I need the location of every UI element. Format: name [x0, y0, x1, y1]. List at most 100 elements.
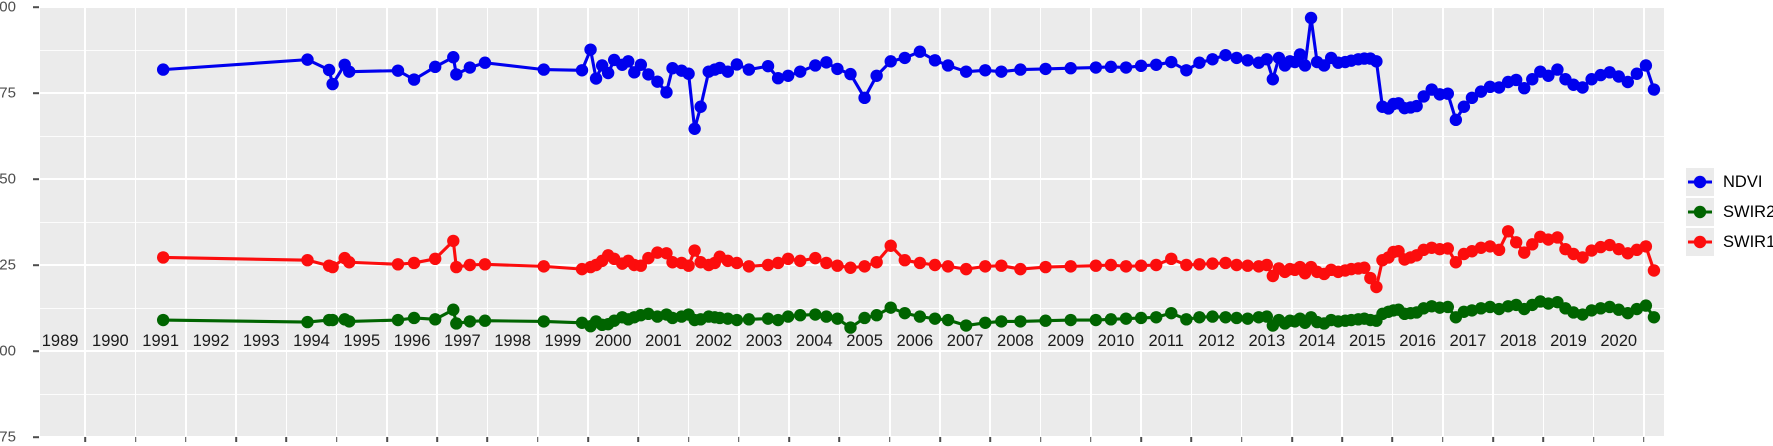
data-point [343, 256, 356, 269]
data-point [1647, 311, 1661, 324]
data-point [1370, 55, 1383, 68]
x-axis-tick-mark [788, 437, 790, 442]
gridline-vertical-major [486, 7, 489, 437]
data-point [730, 58, 744, 71]
gridline-vertical-major [738, 7, 740, 437]
data-point [1119, 312, 1133, 325]
x-axis-tick-mark [687, 437, 690, 442]
data-point [1449, 256, 1463, 269]
data-point [301, 253, 314, 267]
series-swir2 [156, 295, 1661, 334]
x-axis-tick-mark [1492, 437, 1494, 442]
data-point [771, 72, 785, 85]
gridline-vertical-major [1140, 7, 1142, 437]
x-axis-tick-mark [637, 437, 640, 442]
data-point [428, 313, 442, 326]
data-point [898, 306, 911, 320]
data-point [447, 234, 460, 248]
gridline-vertical-major [1039, 7, 1042, 437]
data-point [463, 315, 477, 328]
gridline-vertical-major [1391, 7, 1394, 437]
x-axis-tick-label: 2008 [997, 332, 1034, 350]
data-point [391, 64, 405, 77]
data-point [1134, 59, 1148, 73]
data-point [478, 258, 492, 271]
data-point [1612, 70, 1625, 83]
data-point [1551, 63, 1564, 76]
data-point [1134, 259, 1148, 272]
x-axis-tick-mark [235, 437, 237, 442]
data-point [688, 122, 701, 135]
data-point [575, 64, 589, 77]
data-point [584, 43, 597, 56]
gridline-vertical-major [587, 7, 589, 437]
x-axis-tick-mark [185, 437, 187, 442]
data-point [794, 65, 807, 78]
gridline-vertical-major [788, 7, 790, 437]
x-axis-tick-mark [1542, 437, 1545, 442]
data-point [622, 55, 635, 68]
y-axis-tick-label: 1.50 [0, 170, 16, 188]
data-point [634, 58, 648, 71]
gridline-vertical-major [989, 7, 992, 437]
data-point [1014, 262, 1027, 276]
data-point [1509, 73, 1523, 87]
data-point [463, 61, 477, 74]
data-point [1647, 264, 1661, 277]
data-point [794, 309, 807, 322]
data-point [343, 315, 356, 328]
plot-panel [40, 7, 1664, 437]
data-point [820, 256, 833, 270]
x-axis-tick-label: 1998 [494, 332, 531, 350]
data-point [771, 256, 785, 270]
x-axis-tick-label: 1993 [242, 332, 280, 350]
data-point [1104, 313, 1118, 326]
gridline-vertical-major [888, 7, 891, 437]
y-axis-tick-label: 1.75 [0, 84, 16, 102]
data-point [1509, 236, 1523, 249]
data-point [1149, 58, 1163, 71]
data-point [1441, 300, 1455, 314]
data-point [844, 321, 857, 334]
x-axis-tick-mark [1090, 437, 1092, 442]
data-point [478, 56, 492, 69]
data-point [651, 246, 664, 259]
x-axis-tick-mark [1341, 437, 1343, 442]
data-point [1639, 299, 1653, 312]
x-axis-tick-mark [939, 437, 941, 442]
data-point [995, 259, 1008, 272]
data-point [884, 301, 897, 314]
legend-item-swir2[interactable]: SWIR2 [1686, 198, 1773, 226]
data-point [326, 313, 339, 327]
gridline-horizontal-minor [40, 49, 1664, 51]
legend-item-swir1[interactable]: SWIR1 [1686, 228, 1773, 256]
data-point [1089, 61, 1103, 74]
data-point [884, 55, 897, 68]
data-point [1526, 73, 1539, 86]
data-point [1119, 260, 1133, 273]
y-axis-tick-mark [33, 92, 39, 94]
data-point [601, 66, 615, 80]
x-axis-tick-label: 2001 [645, 332, 682, 350]
legend-item-label: SWIR1 [1723, 232, 1773, 251]
data-point [898, 253, 911, 267]
gridline-horizontal-major [40, 92, 1664, 94]
data-point [428, 60, 442, 74]
legend-item-ndvi[interactable]: NDVI [1686, 168, 1773, 196]
gridline-vertical-major [536, 7, 539, 437]
data-point [1639, 240, 1653, 253]
x-axis-tick-mark [989, 437, 992, 442]
gridline-vertical-major [1643, 7, 1645, 437]
data-point [1370, 280, 1383, 294]
x-axis-tick-mark [386, 437, 388, 442]
data-point [1014, 63, 1027, 76]
data-point [651, 75, 664, 88]
data-point [1639, 59, 1653, 72]
y-axis-tick-mark [33, 436, 39, 438]
series-layer [156, 11, 1661, 334]
x-axis-tick-mark [1039, 437, 1042, 442]
data-point [913, 256, 927, 270]
data-point [1518, 246, 1531, 259]
data-point [979, 64, 992, 77]
data-point [858, 260, 871, 273]
